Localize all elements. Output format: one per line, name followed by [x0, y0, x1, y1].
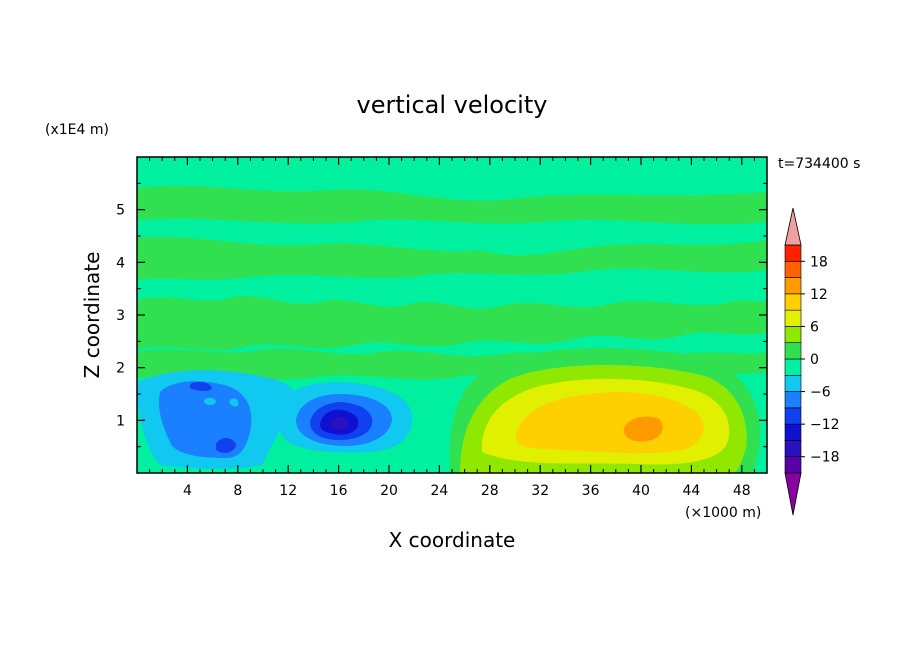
plot-area	[137, 157, 767, 473]
updraft-core	[623, 416, 663, 442]
colorbar-segment	[784, 407, 802, 425]
downdraft-left-core-1	[190, 381, 212, 391]
contour-band-upper-2	[137, 236, 767, 280]
colorbar-tick-label: −6	[810, 385, 831, 401]
x-tick-label: 40	[632, 483, 650, 499]
x-tick-label: 12	[279, 483, 297, 499]
x-tick-label: 48	[733, 483, 751, 499]
colorbar-segment	[784, 260, 802, 278]
contour-band-noisy	[137, 296, 767, 351]
colorbar-arrow-bottom	[784, 472, 802, 516]
colorbar-segment	[784, 358, 802, 376]
colorbar-segment	[784, 277, 802, 295]
colorbar-segment	[784, 293, 802, 311]
colorbar-segment	[784, 440, 802, 458]
x-axis-label: X coordinate	[389, 528, 516, 552]
y-tick-label: 5	[116, 203, 125, 219]
y-axis: 1 2 3 4 5	[116, 182, 767, 448]
colorbar-segment	[784, 456, 802, 474]
y-tick-label: 2	[116, 361, 125, 377]
colorbar-segment	[784, 391, 802, 409]
colorbar-segment	[784, 244, 802, 262]
colorbar-segment	[784, 374, 802, 392]
x-tick-label: 24	[430, 483, 448, 499]
colorbar-tick-label: −12	[810, 417, 840, 433]
downdraft-left-core-2	[216, 438, 236, 453]
y-tick-label: 3	[116, 308, 125, 324]
colorbar-tick-label: 18	[810, 254, 828, 270]
colorbar-segment	[784, 342, 802, 360]
downdraft-center-core	[330, 417, 349, 430]
y-axis-label: Z coordinate	[80, 252, 104, 379]
contour-band-upper-1	[137, 185, 767, 225]
colorbar-segment	[784, 326, 802, 344]
x-tick-label: 16	[330, 483, 348, 499]
x-tick-label: 36	[582, 483, 600, 499]
x-tick-label: 8	[233, 483, 242, 499]
colorbar-segment	[784, 423, 802, 441]
chart-title: vertical velocity	[357, 91, 548, 119]
x-tick-label: 20	[380, 483, 398, 499]
downdraft-left-band-2	[158, 381, 252, 458]
colorbar-segment	[784, 309, 802, 327]
downdraft-left-hole-1	[204, 397, 216, 405]
y-unit-label: (x1E4 m)	[45, 122, 109, 138]
colorbar: 18 12 6 0 −6 −12 −18	[784, 207, 840, 516]
updraft-band-4	[515, 392, 704, 454]
colorbar-tick-label: 6	[810, 319, 819, 335]
x-tick-label: 4	[183, 483, 192, 499]
downdraft-left-hole-2	[229, 398, 239, 407]
colorbar-tick-label: 0	[810, 352, 819, 368]
colorbar-tick-label: 12	[810, 287, 828, 303]
x-axis: 4 8 12 16 20 24 28 32 36 40 44 48	[149, 157, 755, 499]
y-tick-label: 4	[116, 255, 125, 271]
x-tick-label: 44	[682, 483, 700, 499]
x-unit-label: (×1000 m)	[685, 505, 761, 521]
x-tick-label: 32	[531, 483, 549, 499]
colorbar-tick-label: −18	[810, 450, 840, 466]
time-label: t=734400 s	[778, 156, 860, 172]
x-tick-label: 28	[481, 483, 499, 499]
y-tick-label: 1	[116, 413, 125, 429]
colorbar-arrow-top	[784, 207, 802, 246]
